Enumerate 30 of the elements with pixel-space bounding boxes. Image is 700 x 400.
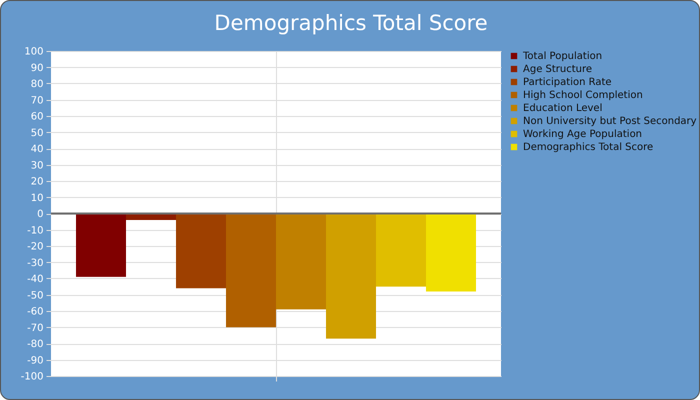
chart-title: Demographics Total Score [214, 11, 488, 35]
y-tick-label: -60 [27, 306, 44, 318]
y-tick-label: -20 [27, 242, 44, 252]
y-tick-label: 90 [30, 62, 44, 74]
y-tick-label: -100 [20, 372, 44, 382]
y-tick-label: 60 [30, 112, 44, 122]
y-tick-label: 100 [24, 46, 44, 58]
legend-label: Non University but Post Secondary [523, 116, 697, 127]
y-tick-label: 50 [30, 128, 44, 139]
y-tick-label: 10 [30, 192, 44, 204]
y-tick-label: -80 [27, 339, 44, 350]
legend-label: Working Age Population [523, 129, 642, 140]
y-tick-label: -50 [27, 290, 44, 302]
legend-label: Participation Rate [523, 77, 612, 88]
y-tick-label: -30 [27, 258, 44, 269]
y-tick-label: 80 [30, 79, 44, 90]
y-tick-label: -70 [27, 322, 44, 334]
y-tick-label: -90 [27, 355, 44, 366]
y-tick-label: 70 [30, 95, 44, 106]
legend-label: Education Level [523, 103, 602, 114]
y-tick-label: -40 [27, 274, 44, 285]
legend-label: High School Completion [523, 90, 643, 101]
y-tick-label: 30 [30, 160, 44, 172]
y-tick-label: 0 [37, 209, 44, 220]
y-tick-label: -10 [27, 225, 44, 236]
y-tick-label: 40 [30, 144, 44, 155]
legend-label: Total Population [522, 51, 602, 62]
legend-label: Demographics Total Score [523, 142, 654, 153]
legend-label: Age Structure [523, 64, 592, 75]
y-tick-label: 20 [30, 176, 44, 188]
